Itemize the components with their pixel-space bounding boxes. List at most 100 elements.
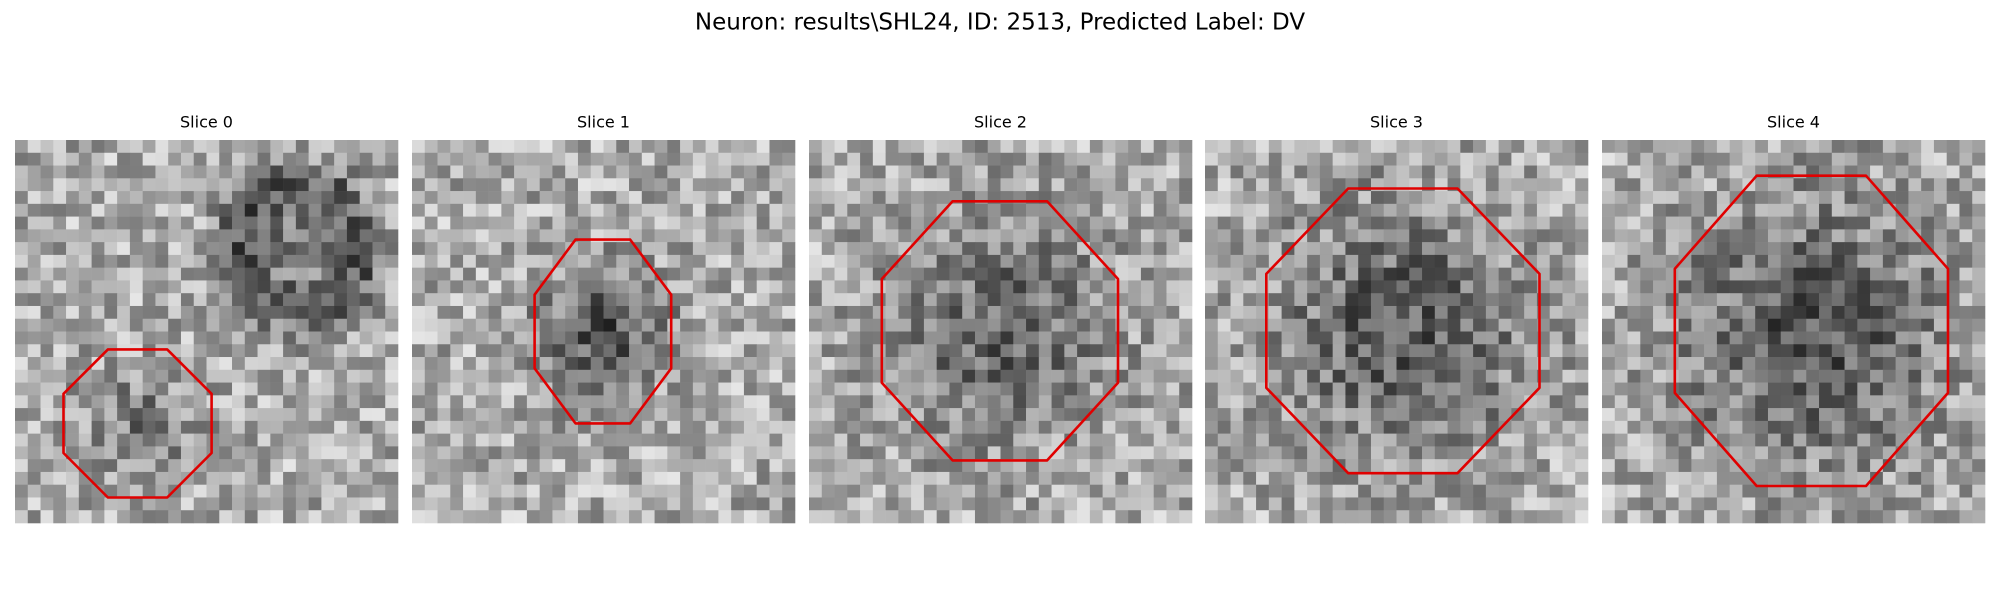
pixel [142, 254, 156, 268]
pixel [1460, 382, 1474, 396]
pixel [526, 140, 540, 154]
pixel [1089, 191, 1103, 205]
pixel [1742, 293, 1756, 307]
pixel [1729, 331, 1743, 345]
pixel [1793, 242, 1807, 256]
pixel [27, 305, 41, 320]
pixel [987, 254, 1001, 268]
pixel [1281, 267, 1295, 281]
pixel [1665, 395, 1679, 409]
pixel [270, 165, 284, 179]
pixel [180, 446, 195, 460]
pixel [1102, 178, 1116, 192]
pixel [1972, 344, 1986, 358]
pixel [1819, 331, 1833, 345]
pixel [257, 471, 271, 485]
pixel [552, 484, 566, 498]
pixel [1026, 267, 1040, 281]
pixel [450, 280, 464, 294]
pixel [463, 420, 477, 434]
pixel [705, 408, 719, 422]
pixel [346, 280, 360, 294]
pixel [1268, 510, 1282, 524]
pixel [232, 165, 246, 179]
pixel [1396, 293, 1410, 307]
pixel [424, 369, 438, 383]
pixel [809, 497, 823, 511]
pixel [1013, 331, 1027, 345]
pixel [590, 357, 604, 371]
pixel [1498, 344, 1512, 358]
pixel [1767, 229, 1782, 243]
pixel [1908, 395, 1922, 409]
pixel [1332, 446, 1346, 460]
pixel [180, 420, 195, 434]
pixel [104, 318, 118, 332]
pixel [232, 305, 246, 320]
pixel [1179, 344, 1193, 358]
pixel [257, 254, 271, 268]
pixel [962, 152, 976, 166]
pixel [104, 254, 118, 268]
pixel [949, 318, 963, 332]
pixel [1358, 510, 1372, 524]
pixel [155, 459, 169, 473]
pixel [1511, 446, 1525, 460]
pixel [321, 408, 335, 422]
pixel [847, 459, 861, 473]
pixel [1908, 433, 1922, 447]
pixel [180, 280, 195, 294]
pixel [1051, 267, 1065, 281]
pixel [1831, 280, 1845, 294]
pixel [577, 140, 592, 154]
pixel [1921, 191, 1935, 205]
pixel [78, 305, 92, 320]
pixel [412, 318, 426, 332]
pixel [885, 497, 899, 511]
pixel [590, 203, 604, 217]
pixel [1115, 152, 1129, 166]
pixel [334, 191, 348, 205]
pixel [1691, 318, 1705, 332]
pixel [475, 203, 489, 217]
pixel [501, 382, 515, 396]
pixel [346, 152, 360, 166]
pixel [590, 140, 604, 154]
pixel [1064, 357, 1078, 371]
pixel [1217, 216, 1231, 230]
pixel [603, 510, 617, 524]
pixel [437, 357, 451, 371]
pixel [1562, 267, 1576, 281]
pixel [1115, 510, 1129, 524]
pixel [1665, 140, 1679, 154]
pixel [1051, 344, 1065, 358]
pixel [66, 446, 80, 460]
pixel [1831, 191, 1845, 205]
pixel [334, 357, 348, 371]
pixel [372, 280, 386, 294]
pixel [1933, 280, 1947, 294]
pixel [1755, 229, 1769, 243]
pixel [155, 369, 169, 383]
pixel [923, 191, 937, 205]
pixel [1473, 433, 1487, 447]
pixel [1077, 459, 1091, 473]
pixel [1921, 331, 1935, 345]
pixel [1640, 369, 1654, 383]
pixel [590, 293, 604, 307]
pixel [53, 459, 67, 473]
pixel [1716, 446, 1730, 460]
pixel [1793, 293, 1807, 307]
pixel [1281, 293, 1295, 307]
pixel [437, 382, 451, 396]
pixel [40, 459, 54, 473]
pixel [1256, 191, 1270, 205]
pixel [142, 280, 156, 294]
pixel [1498, 242, 1512, 256]
pixel [923, 305, 937, 320]
pixel [1115, 229, 1129, 243]
pixel [1307, 459, 1321, 473]
pixel [142, 140, 156, 154]
pixel [1128, 203, 1142, 217]
pixel [1921, 152, 1935, 166]
